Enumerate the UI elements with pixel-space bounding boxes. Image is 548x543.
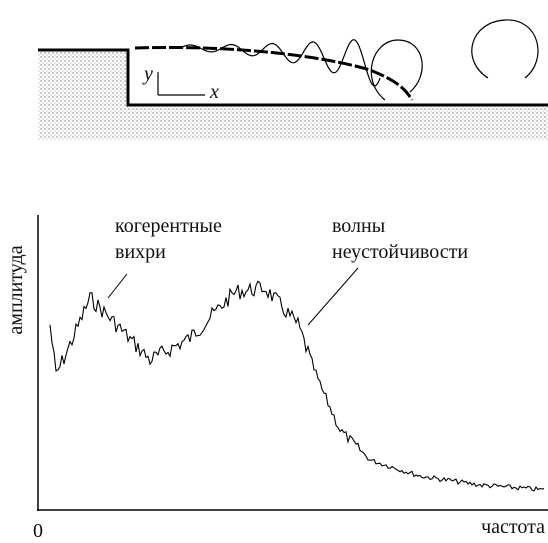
- spectrum-plot: амплитуда 0 частота когерентные вихри во…: [5, 215, 548, 542]
- leader-line: [108, 274, 127, 298]
- annotation: волны: [332, 215, 385, 237]
- leader-line: [308, 268, 358, 325]
- x-label: x: [209, 81, 219, 103]
- page: {"diagram": {"y_label": "y", "x_label": …: [0, 0, 548, 543]
- annotation: когерентные: [115, 215, 222, 237]
- origin-label: 0: [33, 520, 43, 542]
- annotation: вихри: [115, 241, 166, 263]
- x-axis-label: частота: [481, 516, 545, 538]
- figure: y x амплитуда 0 частота когерентные вихр…: [0, 0, 548, 543]
- y-label: y: [142, 63, 153, 85]
- vortex: [371, 40, 422, 100]
- step-diagram: y x: [38, 20, 548, 140]
- floor-body: [128, 107, 548, 140]
- instability-wave: [180, 40, 380, 86]
- step-body: [38, 52, 128, 140]
- spectrum-curve: [50, 281, 544, 491]
- shear-layer: [135, 47, 412, 100]
- annotation: неустойчивости: [332, 241, 468, 263]
- vortex: [472, 20, 538, 78]
- y-axis-label: амплитуда: [5, 245, 27, 334]
